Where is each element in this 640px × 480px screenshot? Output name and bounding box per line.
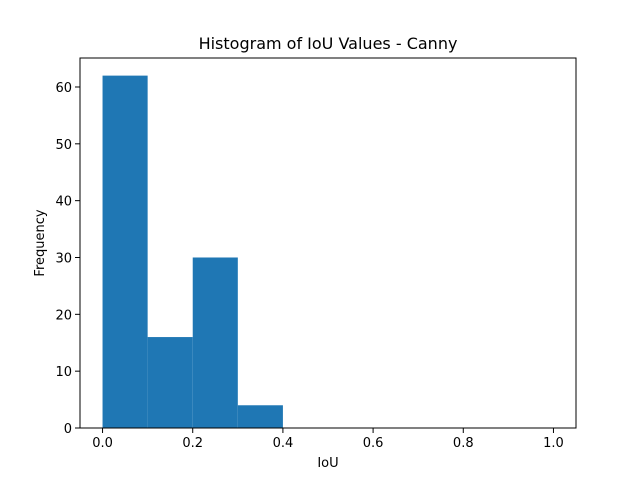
x-axis-ticks: 0.0 0.2 0.4 0.6 0.8 1.0 <box>92 428 564 451</box>
histogram-bar <box>193 257 238 428</box>
chart-title: Histogram of IoU Values - Canny <box>199 34 458 53</box>
bars-group <box>103 76 283 428</box>
x-tick-label: 0.0 <box>92 436 113 451</box>
y-tick-label: 30 <box>55 251 72 266</box>
histogram-bar <box>103 76 148 428</box>
y-axis-ticks: 0 10 20 30 40 50 60 <box>55 81 80 437</box>
y-axis-label: Frequency <box>33 209 48 276</box>
y-tick-label: 60 <box>55 81 72 96</box>
x-tick-label: 0.8 <box>453 436 474 451</box>
y-tick-label: 20 <box>55 308 72 323</box>
x-tick-label: 0.4 <box>273 436 294 451</box>
y-tick-label: 50 <box>55 138 72 153</box>
histogram-bar <box>238 405 283 428</box>
histogram-bar <box>148 337 193 428</box>
x-axis-label: IoU <box>317 456 338 471</box>
y-tick-label: 0 <box>64 422 72 437</box>
x-tick-label: 1.0 <box>543 436 564 451</box>
y-tick-label: 10 <box>55 365 72 380</box>
y-tick-label: 40 <box>55 195 72 210</box>
x-tick-label: 0.2 <box>182 436 203 451</box>
x-tick-label: 0.6 <box>363 436 384 451</box>
